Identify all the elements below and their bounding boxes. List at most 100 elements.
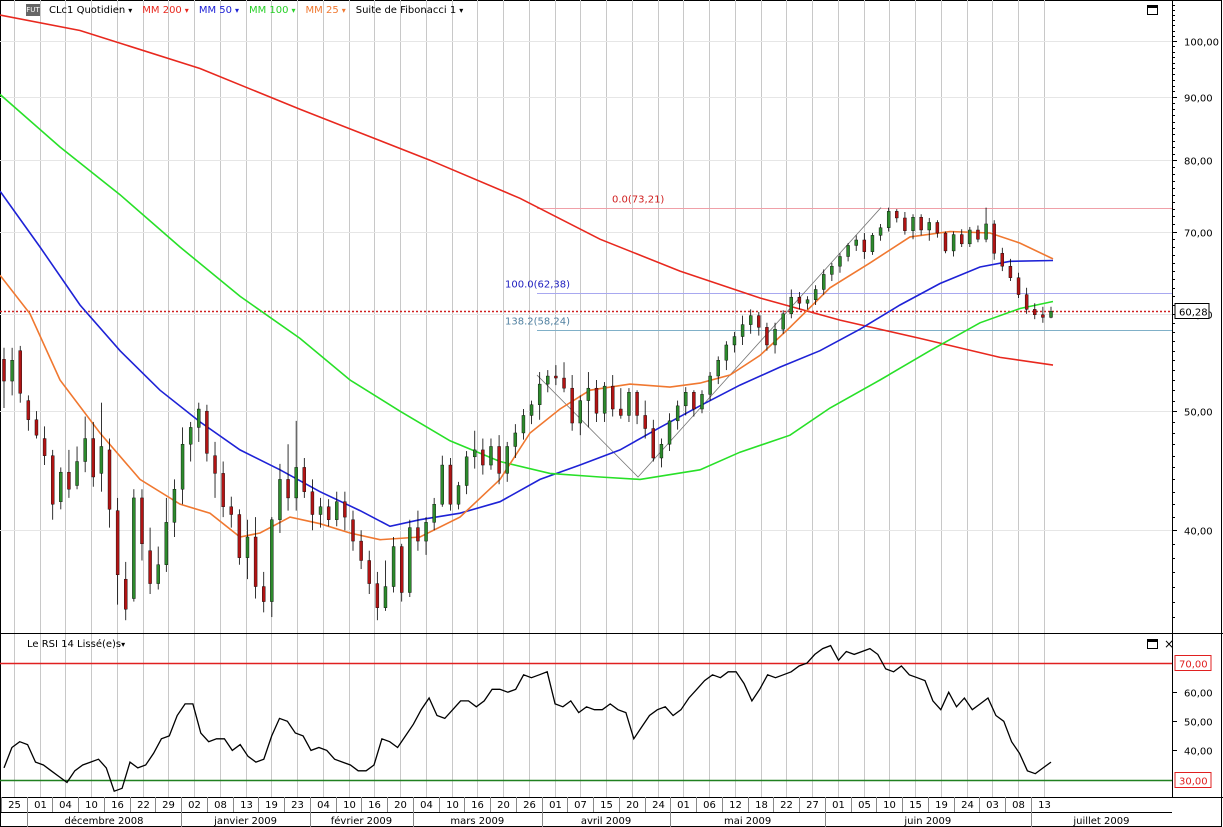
candle-body <box>253 536 258 587</box>
candle-body <box>1016 277 1021 295</box>
candle-body <box>359 540 363 561</box>
candle-body <box>554 375 558 379</box>
candle-body <box>797 296 802 304</box>
candle-body <box>976 229 980 240</box>
day-tick-label: 25 <box>8 800 21 811</box>
candle-body <box>416 527 420 542</box>
candle-body <box>278 479 282 520</box>
day-tick-label: 02 <box>188 800 201 811</box>
candle-body <box>862 239 867 252</box>
day-tick-label: 22 <box>780 800 793 811</box>
fibonacci-legend[interactable]: Suite de Fibonacci 1 ▾ <box>356 5 463 16</box>
day-tick-label: 12 <box>729 800 742 811</box>
chevron-down-icon: ▾ <box>184 5 189 15</box>
day-tick-label: 10 <box>85 800 98 811</box>
day-tick-label: 10 <box>883 800 896 811</box>
candle-body <box>473 449 477 458</box>
day-tick-label: 01 <box>677 800 690 811</box>
month-tick-label: juin 2009 <box>903 816 951 827</box>
candle-body <box>424 522 428 542</box>
symbol-selector[interactable]: CLc1 Quotidien ▾ <box>49 5 132 16</box>
price-tick-label: 40,00 <box>1184 527 1213 538</box>
candle-body <box>740 324 745 337</box>
candle-body <box>326 506 331 520</box>
month-tick-label: décembre 2008 <box>65 815 144 827</box>
candle-body <box>107 449 112 510</box>
candle-body <box>310 491 315 515</box>
candle-body <box>440 464 444 505</box>
candle-body <box>262 586 266 602</box>
last-price-box <box>1174 303 1210 319</box>
candle-body <box>34 419 39 436</box>
candle-body <box>911 217 915 231</box>
candle-body <box>1000 253 1005 267</box>
candle-body <box>294 467 298 499</box>
candle-body <box>773 328 777 346</box>
candle-body <box>513 432 518 447</box>
candle-body <box>854 239 858 246</box>
candle-body <box>2 359 6 382</box>
day-tick-label: 04 <box>317 800 330 811</box>
candle-body <box>602 385 607 414</box>
candle-body <box>59 471 63 502</box>
candle-body <box>724 344 729 361</box>
day-tick-label: 01 <box>34 800 47 811</box>
chevron-down-icon: ▾ <box>459 5 464 15</box>
candle-body <box>651 428 656 459</box>
rsi-close-icon[interactable]: × <box>1164 637 1175 651</box>
candle-body <box>1049 311 1053 318</box>
day-tick-label: 29 <box>162 800 175 811</box>
candle-body <box>91 438 95 478</box>
ma25-legend[interactable]: MM 25 ▾ <box>306 5 346 16</box>
fibonacci-label: Suite de Fibonacci 1 <box>355 4 457 16</box>
day-tick-label: 20 <box>626 800 639 811</box>
candle-body <box>237 514 242 558</box>
candle-body <box>464 456 469 486</box>
candle-body <box>75 461 79 486</box>
fibonacci-level-label: 0.0(73,21) <box>612 195 664 206</box>
candle-body <box>570 387 574 424</box>
futures-badge: FUT <box>26 4 40 16</box>
candle-body <box>529 404 534 416</box>
candle-body <box>343 501 347 518</box>
candle-body <box>42 438 47 456</box>
candle-body <box>432 504 436 523</box>
day-tick-label: 05 <box>858 800 871 811</box>
candle-body <box>50 455 55 505</box>
day-tick-label: 16 <box>111 800 124 811</box>
candle-body <box>83 438 87 462</box>
candle-body <box>399 546 404 593</box>
candle-body <box>180 443 185 490</box>
candle-body <box>635 392 639 416</box>
ma50-legend[interactable]: MM 50 ▾ <box>199 5 239 16</box>
ma200-legend[interactable]: MM 200 ▾ <box>142 5 189 16</box>
candle-body <box>140 497 144 545</box>
symbol-label: CLc1 Quotidien <box>49 4 126 16</box>
day-tick-label: 06 <box>703 800 716 811</box>
candle-body <box>935 222 940 234</box>
day-tick-label: 26 <box>523 800 536 811</box>
candle-body <box>156 564 160 584</box>
candle-body <box>684 392 688 407</box>
rsi-panel-title[interactable]: Le RSI 14 Lissé(e)s▾ <box>27 639 125 650</box>
candle-body <box>586 387 591 401</box>
candle-body <box>335 501 339 520</box>
ma100-legend[interactable]: MM 100 ▾ <box>249 5 296 16</box>
ma200-line <box>0 14 1054 366</box>
price-tick-label: 100,00 <box>1184 38 1219 49</box>
candle-body <box>205 410 209 454</box>
candle-body <box>537 383 542 405</box>
candle-body <box>700 394 704 410</box>
candle-body <box>886 211 891 228</box>
rsi-line <box>3 644 1052 793</box>
candle-body <box>562 377 566 389</box>
candle-body <box>984 223 988 240</box>
candle-body <box>26 400 31 420</box>
candle-body <box>716 360 720 377</box>
day-tick-label: 24 <box>652 800 665 811</box>
maximize-icon[interactable] <box>1147 5 1158 15</box>
rsi-maximize-icon[interactable] <box>1147 639 1158 649</box>
candle-body <box>838 256 842 267</box>
